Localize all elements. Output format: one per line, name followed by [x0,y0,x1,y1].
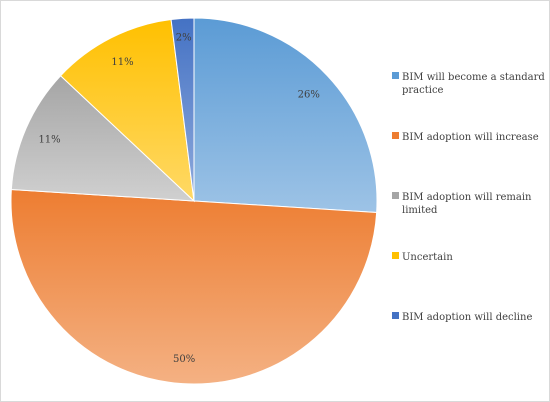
legend-swatch-4 [392,252,399,259]
legend-swatch-5 [392,312,399,319]
data-label-5: 2% [176,33,192,44]
pie-slice-1 [193,17,378,214]
pie-slice-2 [10,188,378,385]
legend-label-3: BIM adoption will remain [402,192,532,203]
legend-label-1: BIM will become a standard [402,72,545,83]
legend-label-2: BIM adoption will increase [402,132,539,143]
data-label-2: 50% [173,354,195,365]
legend-label-1: practice [402,85,444,96]
legend-swatch-2 [392,132,399,139]
pie-slice-4 [59,18,195,203]
data-label-3: 11% [38,134,60,145]
pie-slice-5 [170,17,195,202]
legend-swatch-1 [392,72,399,79]
data-label-4: 11% [111,57,133,68]
pie-slice-3 [10,75,196,202]
legend-label-4: Uncertain [402,252,453,263]
data-label-1: 26% [298,89,320,100]
legend-swatch-3 [392,192,399,199]
legend-label-3: limited [402,205,438,216]
legend-label-5: BIM adoption will decline [402,312,532,323]
